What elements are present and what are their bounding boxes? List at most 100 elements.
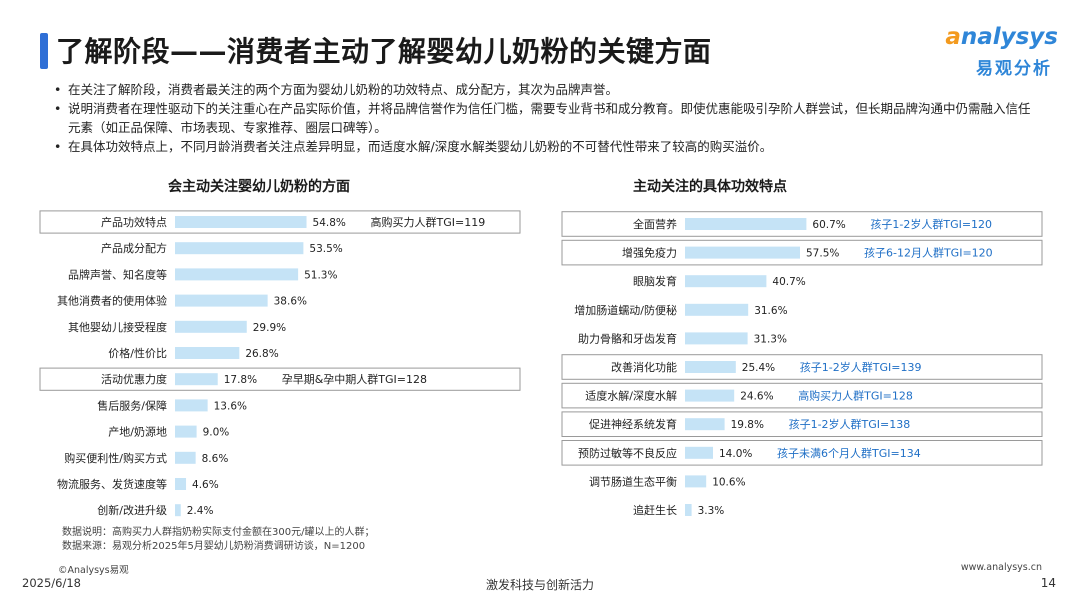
value-label: 10.6% (712, 476, 745, 488)
value-label: 26.8% (245, 348, 278, 360)
title-accent-bar (40, 33, 48, 69)
bar (175, 216, 307, 228)
left-chart-title: 会主动关注婴幼儿奶粉的方面 (168, 179, 350, 195)
category-label: 调节肠道生态平衡 (589, 474, 677, 488)
category-label: 预防过敏等不良反应 (578, 446, 677, 460)
bar (685, 475, 707, 488)
value-label: 31.6% (754, 305, 787, 317)
bar (175, 268, 299, 281)
bar (685, 418, 725, 431)
category-label: 其他婴幼儿接受程度 (68, 320, 167, 334)
category-label: 适度水解/深度水解 (585, 389, 677, 403)
footer-website: www.analysys.cn (960, 562, 1042, 573)
highlight-box (561, 239, 1043, 266)
category-label: 增加肠道蠕动/防便秘 (574, 303, 677, 317)
value-label: 54.8% (313, 217, 346, 229)
footer-copyright: ©Analysys易观 (58, 565, 129, 576)
category-label: 眼脑发育 (633, 274, 677, 288)
value-label: 2.4% (187, 505, 214, 517)
tgi-annotation: 孩子1-2岁人群TGI=138 (789, 417, 911, 431)
left-bar-chart: 产品功效特点 54.8% 高购买力人群TGI=119 产品成分配方 53.5% 品牌声誉、… (39, 210, 521, 517)
value-label: 25.4% (742, 362, 775, 374)
value-label: 40.7% (772, 276, 805, 288)
tgi-annotation: 高购买力人群TGI=128 (798, 389, 913, 403)
analysys-logo: analysys 易观分析 (945, 24, 1058, 79)
bar (175, 399, 208, 412)
bullet-item: 说明消费者在理性驱动下的关注重心在产品实际价值，并将品牌信誉作为信任门槛，需要专… (52, 99, 1042, 137)
highlight-box (561, 354, 1043, 380)
value-label: 17.8% (224, 374, 257, 386)
page-number: 14 (1040, 576, 1056, 590)
category-label: 活动优惠力度 (101, 372, 167, 386)
category-label: 其他消费者的使用体验 (57, 294, 167, 308)
logo-chinese-text: 易观分析 (976, 59, 1052, 79)
bar (175, 373, 218, 386)
highlight-box (561, 440, 1043, 466)
footer-date: 2025/6/18 (22, 576, 81, 590)
category-label: 价格/性价比 (108, 346, 167, 360)
value-label: 51.3% (304, 269, 337, 281)
category-label: 物流服务、发货速度等 (57, 477, 167, 491)
tgi-annotation: 孩子未满6个月人群TGI=134 (777, 446, 921, 460)
value-label: 38.6% (274, 296, 307, 308)
right-bar-chart: 全面营养 60.7% 孩子1-2岁人群TGI=120 增强免疫力 57.5% 孩子6-12… (561, 211, 1043, 517)
value-label: 4.6% (192, 479, 219, 491)
tgi-annotation: 高购买力人群TGI=119 (371, 215, 486, 229)
bar (685, 361, 736, 373)
highlight-box (39, 367, 521, 391)
bar (175, 294, 268, 307)
bar (685, 332, 748, 345)
value-label: 3.3% (698, 505, 725, 517)
value-label: 60.7% (812, 219, 845, 231)
category-label: 助力骨骼和牙齿发育 (578, 331, 677, 345)
value-label: 24.6% (740, 391, 773, 403)
category-label: 全面营养 (633, 217, 677, 231)
value-label: 8.6% (202, 453, 229, 465)
tgi-annotation: 孩子6-12月人群TGI=120 (864, 246, 993, 260)
category-label: 产品功效特点 (101, 215, 167, 229)
bullet-item: 在关注了解阶段，消费者最关注的两个方面为婴幼儿奶粉的功效特点、成分配方，其次为品… (52, 80, 1042, 99)
category-label: 追赶生长 (633, 503, 677, 517)
value-label: 31.3% (754, 333, 787, 345)
bar (175, 425, 197, 438)
note-line: 数据来源：易观分析2025年5月婴幼儿奶粉消费调研访谈，N=1200 (62, 541, 366, 552)
value-label: 53.5% (309, 243, 342, 255)
category-label: 改善消化功能 (611, 360, 677, 374)
highlight-box (561, 411, 1043, 437)
logo-english-text: nalysys (960, 24, 1058, 50)
highlight-box (39, 210, 521, 234)
value-label: 29.9% (253, 322, 286, 334)
category-label: 创新/改进升级 (97, 503, 167, 517)
value-label: 13.6% (214, 400, 247, 412)
logo-a-mark: a (945, 24, 961, 50)
tgi-annotation: 孩子1-2岁人群TGI=120 (870, 217, 992, 231)
tgi-annotation: 孕早期&孕中期人群TGI=128 (282, 372, 427, 386)
bar (685, 218, 807, 230)
bar (175, 347, 240, 359)
highlight-box (561, 211, 1043, 237)
footer-slogan: 激发科技与创新活力 (485, 578, 594, 592)
category-label: 产品成分配方 (101, 241, 167, 255)
bullet-item: 在具体功效特点上，不同月龄消费者关注点差异明显，而适度水解/深度水解类婴幼儿奶粉… (52, 137, 1042, 156)
bar (175, 478, 187, 490)
right-chart-title: 主动关注的具体功效特点 (633, 179, 787, 195)
bar (685, 275, 767, 288)
bar (685, 446, 713, 459)
bar (175, 451, 196, 464)
bar (685, 303, 749, 316)
category-label: 增强免疫力 (622, 246, 677, 260)
bar (685, 246, 800, 259)
category-label: 品牌声誉、知名度等 (68, 267, 167, 281)
bar (175, 504, 181, 517)
bar (685, 504, 692, 516)
tgi-annotation: 孩子1-2岁人群TGI=139 (800, 360, 922, 374)
summary-bullets: 在关注了解阶段，消费者最关注的两个方面为婴幼儿奶粉的功效特点、成分配方，其次为品… (52, 80, 1042, 156)
category-label: 促进神经系统发育 (589, 417, 677, 431)
bar (175, 242, 304, 255)
page-title: 了解阶段——消费者主动了解婴幼儿奶粉的关键方面 (56, 35, 712, 68)
value-label: 14.0% (719, 448, 752, 460)
category-label: 产地/奶源地 (108, 425, 167, 439)
category-label: 售后服务/保障 (97, 398, 167, 412)
data-notes: 数据说明：高购买力人群指奶粉实际支付金额在300元/罐以上的人群； 数据来源：易… (62, 526, 374, 554)
bar (175, 320, 247, 333)
